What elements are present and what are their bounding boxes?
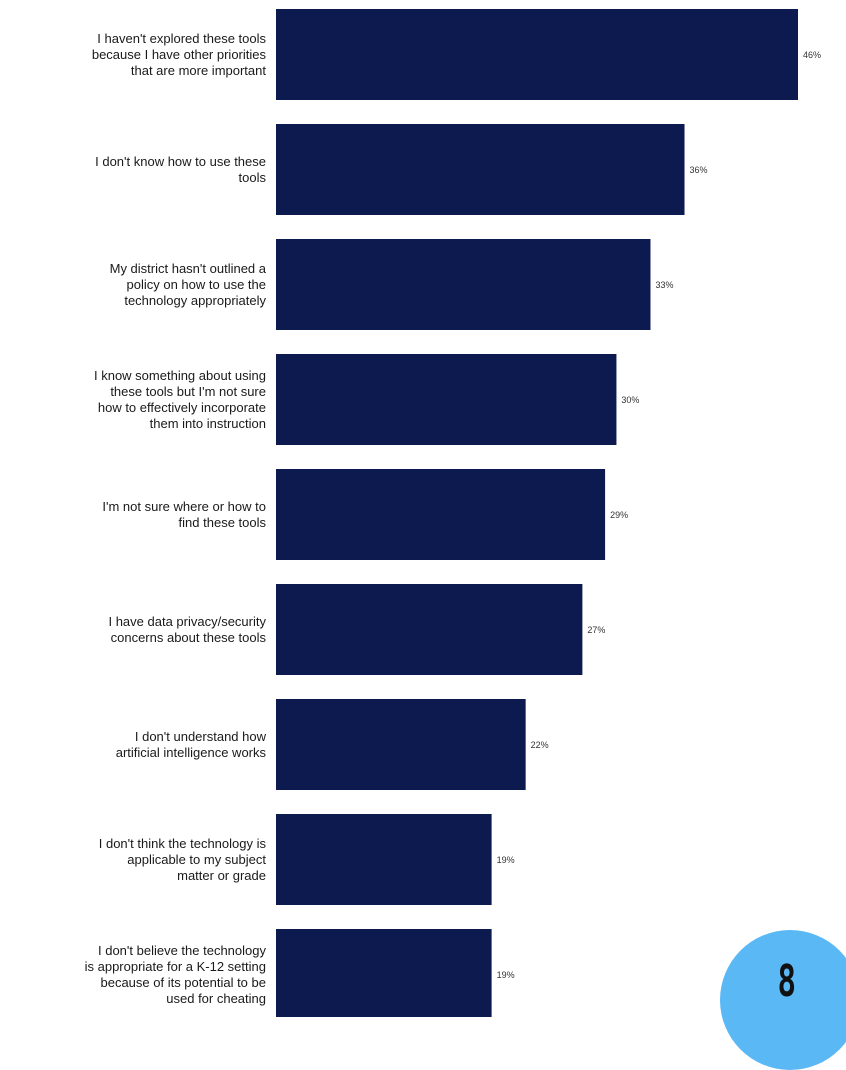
bars-canvas <box>276 9 798 1017</box>
value-label-9: 19% <box>496 969 515 980</box>
category-label-7: I don't understand how artificial intell… <box>115 728 266 760</box>
bar-3 <box>276 239 651 330</box>
bar-4 <box>276 354 617 445</box>
bar-8 <box>276 814 492 905</box>
bar-chart: I haven't explored these tools because I… <box>84 9 822 1017</box>
value-label-5: 29% <box>610 509 629 520</box>
category-label-4: I know something about using these tools… <box>94 367 266 431</box>
value-label-6: 27% <box>587 624 606 635</box>
value-label-1: 46% <box>803 49 822 60</box>
category-label-9: I don't believe the technology is approp… <box>84 942 266 1006</box>
value-label-3: 33% <box>655 279 674 290</box>
page-number-badge: 8 <box>720 930 846 1070</box>
bar-7 <box>276 699 526 790</box>
bar-1 <box>276 9 798 100</box>
category-label-6: I have data privacy/security concerns ab… <box>108 613 266 645</box>
value-label-8: 19% <box>496 854 515 865</box>
bar-6 <box>276 584 583 675</box>
category-label-5: I'm not sure where or how to find these … <box>102 498 266 530</box>
page-number: 8 <box>777 956 797 1007</box>
category-label-3: My district hasn't outlined a policy on … <box>109 260 266 308</box>
value-label-7: 22% <box>530 739 549 750</box>
category-label-2: I don't know how to use these tools <box>95 153 266 185</box>
value-label-4: 30% <box>621 394 640 405</box>
bar-9 <box>276 929 492 1017</box>
bar-2 <box>276 124 685 215</box>
category-label-8: I don't think the technology is applicab… <box>98 835 266 883</box>
value-label-2: 36% <box>689 164 708 175</box>
bar-5 <box>276 469 606 560</box>
category-label-1: I haven't explored these tools because I… <box>91 30 266 78</box>
